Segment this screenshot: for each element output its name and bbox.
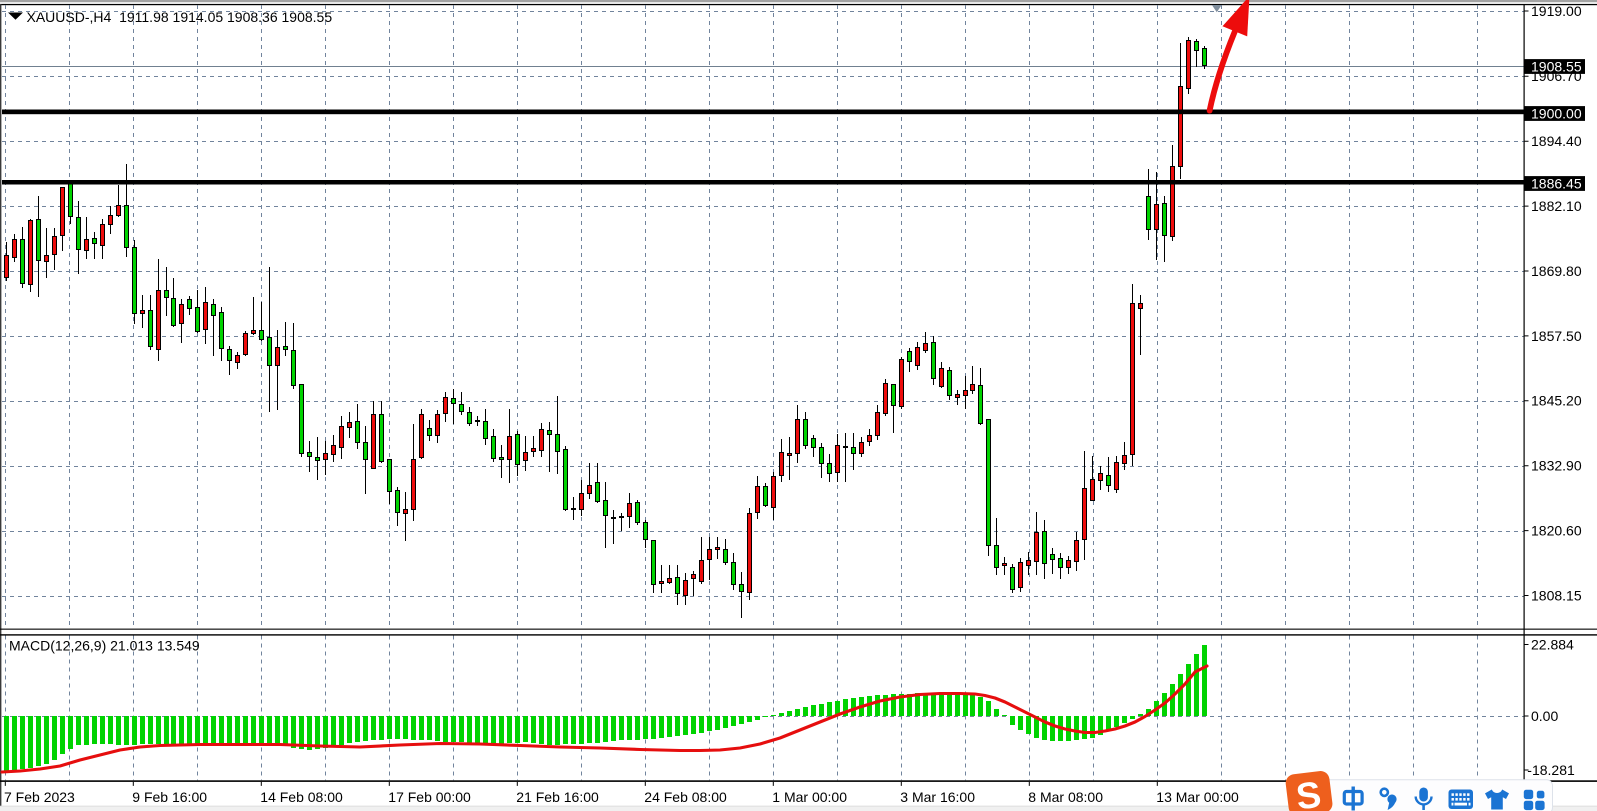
svg-text:22.884: 22.884 [1531,636,1574,652]
svg-text:9 Feb 16:00: 9 Feb 16:00 [132,789,207,805]
svg-text:21 Feb 16:00: 21 Feb 16:00 [516,789,599,805]
svg-text:1869.80: 1869.80 [1531,263,1582,279]
svg-text:1882.10: 1882.10 [1531,198,1582,214]
svg-text:17 Feb 00:00: 17 Feb 00:00 [388,789,471,805]
svg-text:1894.40: 1894.40 [1531,133,1582,149]
svg-text:1 Mar 00:00: 1 Mar 00:00 [772,789,847,805]
svg-text:3 Mar 16:00: 3 Mar 16:00 [900,789,975,805]
svg-text:8 Mar 08:00: 8 Mar 08:00 [1028,789,1103,805]
svg-text:1908.55: 1908.55 [1531,58,1582,74]
svg-text:7 Feb 2023: 7 Feb 2023 [4,789,75,805]
svg-text:13 Mar 00:00: 13 Mar 00:00 [1156,789,1239,805]
svg-text:0.00: 0.00 [1531,708,1558,724]
svg-text:1857.50: 1857.50 [1531,328,1582,344]
svg-text:1900.00: 1900.00 [1531,105,1582,121]
svg-text:MACD(12,26,9) 21.013 13.549: MACD(12,26,9) 21.013 13.549 [9,638,200,654]
svg-text:1919.00: 1919.00 [1531,3,1582,19]
svg-text:1886.45: 1886.45 [1531,175,1582,191]
svg-text:1820.60: 1820.60 [1531,523,1582,539]
svg-text:S: S [1294,774,1324,811]
svg-text:1845.20: 1845.20 [1531,393,1582,409]
svg-text:14 Feb 08:00: 14 Feb 08:00 [260,789,343,805]
svg-text:XAUUSD-,H4 1911.98 1914.05 19: XAUUSD-,H4 1911.98 1914.05 1908.36 1908.… [27,9,333,25]
svg-text:-18.281: -18.281 [1527,762,1575,778]
svg-text:24 Feb 08:00: 24 Feb 08:00 [644,789,727,805]
svg-text:1832.90: 1832.90 [1531,458,1582,474]
svg-text:1808.15: 1808.15 [1531,587,1582,603]
